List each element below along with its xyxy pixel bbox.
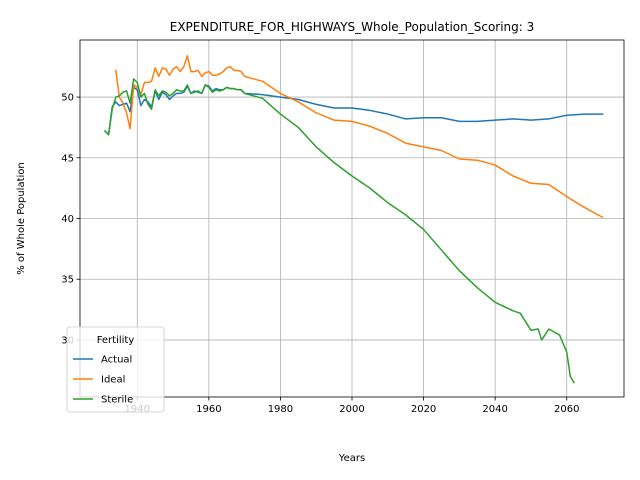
series-lines: [103, 55, 604, 384]
grid: [80, 40, 624, 397]
legend-label-actual: Actual: [101, 355, 132, 366]
x-tick-label: 2060: [554, 404, 579, 415]
x-tick-label: 2040: [482, 404, 507, 415]
legend-box: [66, 326, 165, 413]
y-axis-label: % of Whole Population: [16, 162, 27, 275]
x-tick-label: 2020: [411, 404, 436, 415]
x-tick-label: 2000: [339, 404, 364, 415]
legend-label-sterile: Sterile: [101, 395, 133, 406]
series-line-ideal: [114, 55, 604, 219]
y-tick-label: 35: [61, 275, 74, 286]
series-line-sterile: [103, 78, 575, 384]
y-tick-label: 45: [61, 153, 74, 164]
x-tick-label: 1980: [268, 404, 293, 415]
y-tick-label: 40: [61, 214, 74, 225]
legend: Fertility Actual Ideal Sterile: [66, 326, 165, 413]
x-axis-label: Years: [338, 453, 365, 464]
y-tick-label: 50: [61, 93, 74, 104]
legend-title: Fertility: [97, 335, 135, 346]
x-tick-label: 1960: [196, 404, 221, 415]
chart-title: EXPENDITURE_FOR_HIGHWAYS_Whole_Populatio…: [170, 20, 535, 34]
legend-entries: Actual Ideal Sterile: [73, 355, 133, 406]
legend-label-ideal: Ideal: [101, 375, 125, 386]
